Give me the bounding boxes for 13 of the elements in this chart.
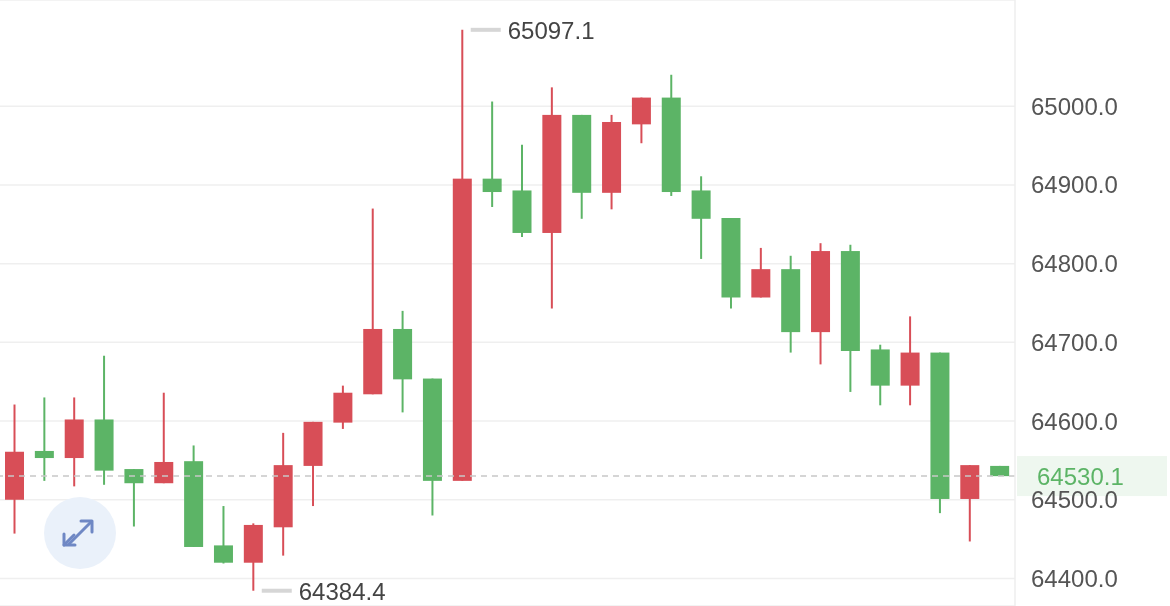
candlestick [124,468,144,528]
y-tick-label: 64400.0 [1031,564,1118,592]
candlestick [482,100,502,208]
y-tick-label: 64600.0 [1031,407,1118,435]
annotation: 64384.4 [298,577,386,605]
y-tick-label: 64700.0 [1031,328,1118,356]
y-tick-label: 64800.0 [1031,250,1118,278]
y-tick-label: 65000.0 [1031,92,1118,120]
candlestick [154,391,174,485]
candlestick [213,505,233,565]
candlestick [34,396,54,482]
annotation: 65097.1 [507,16,595,44]
y-tick-label: 64900.0 [1031,171,1118,199]
